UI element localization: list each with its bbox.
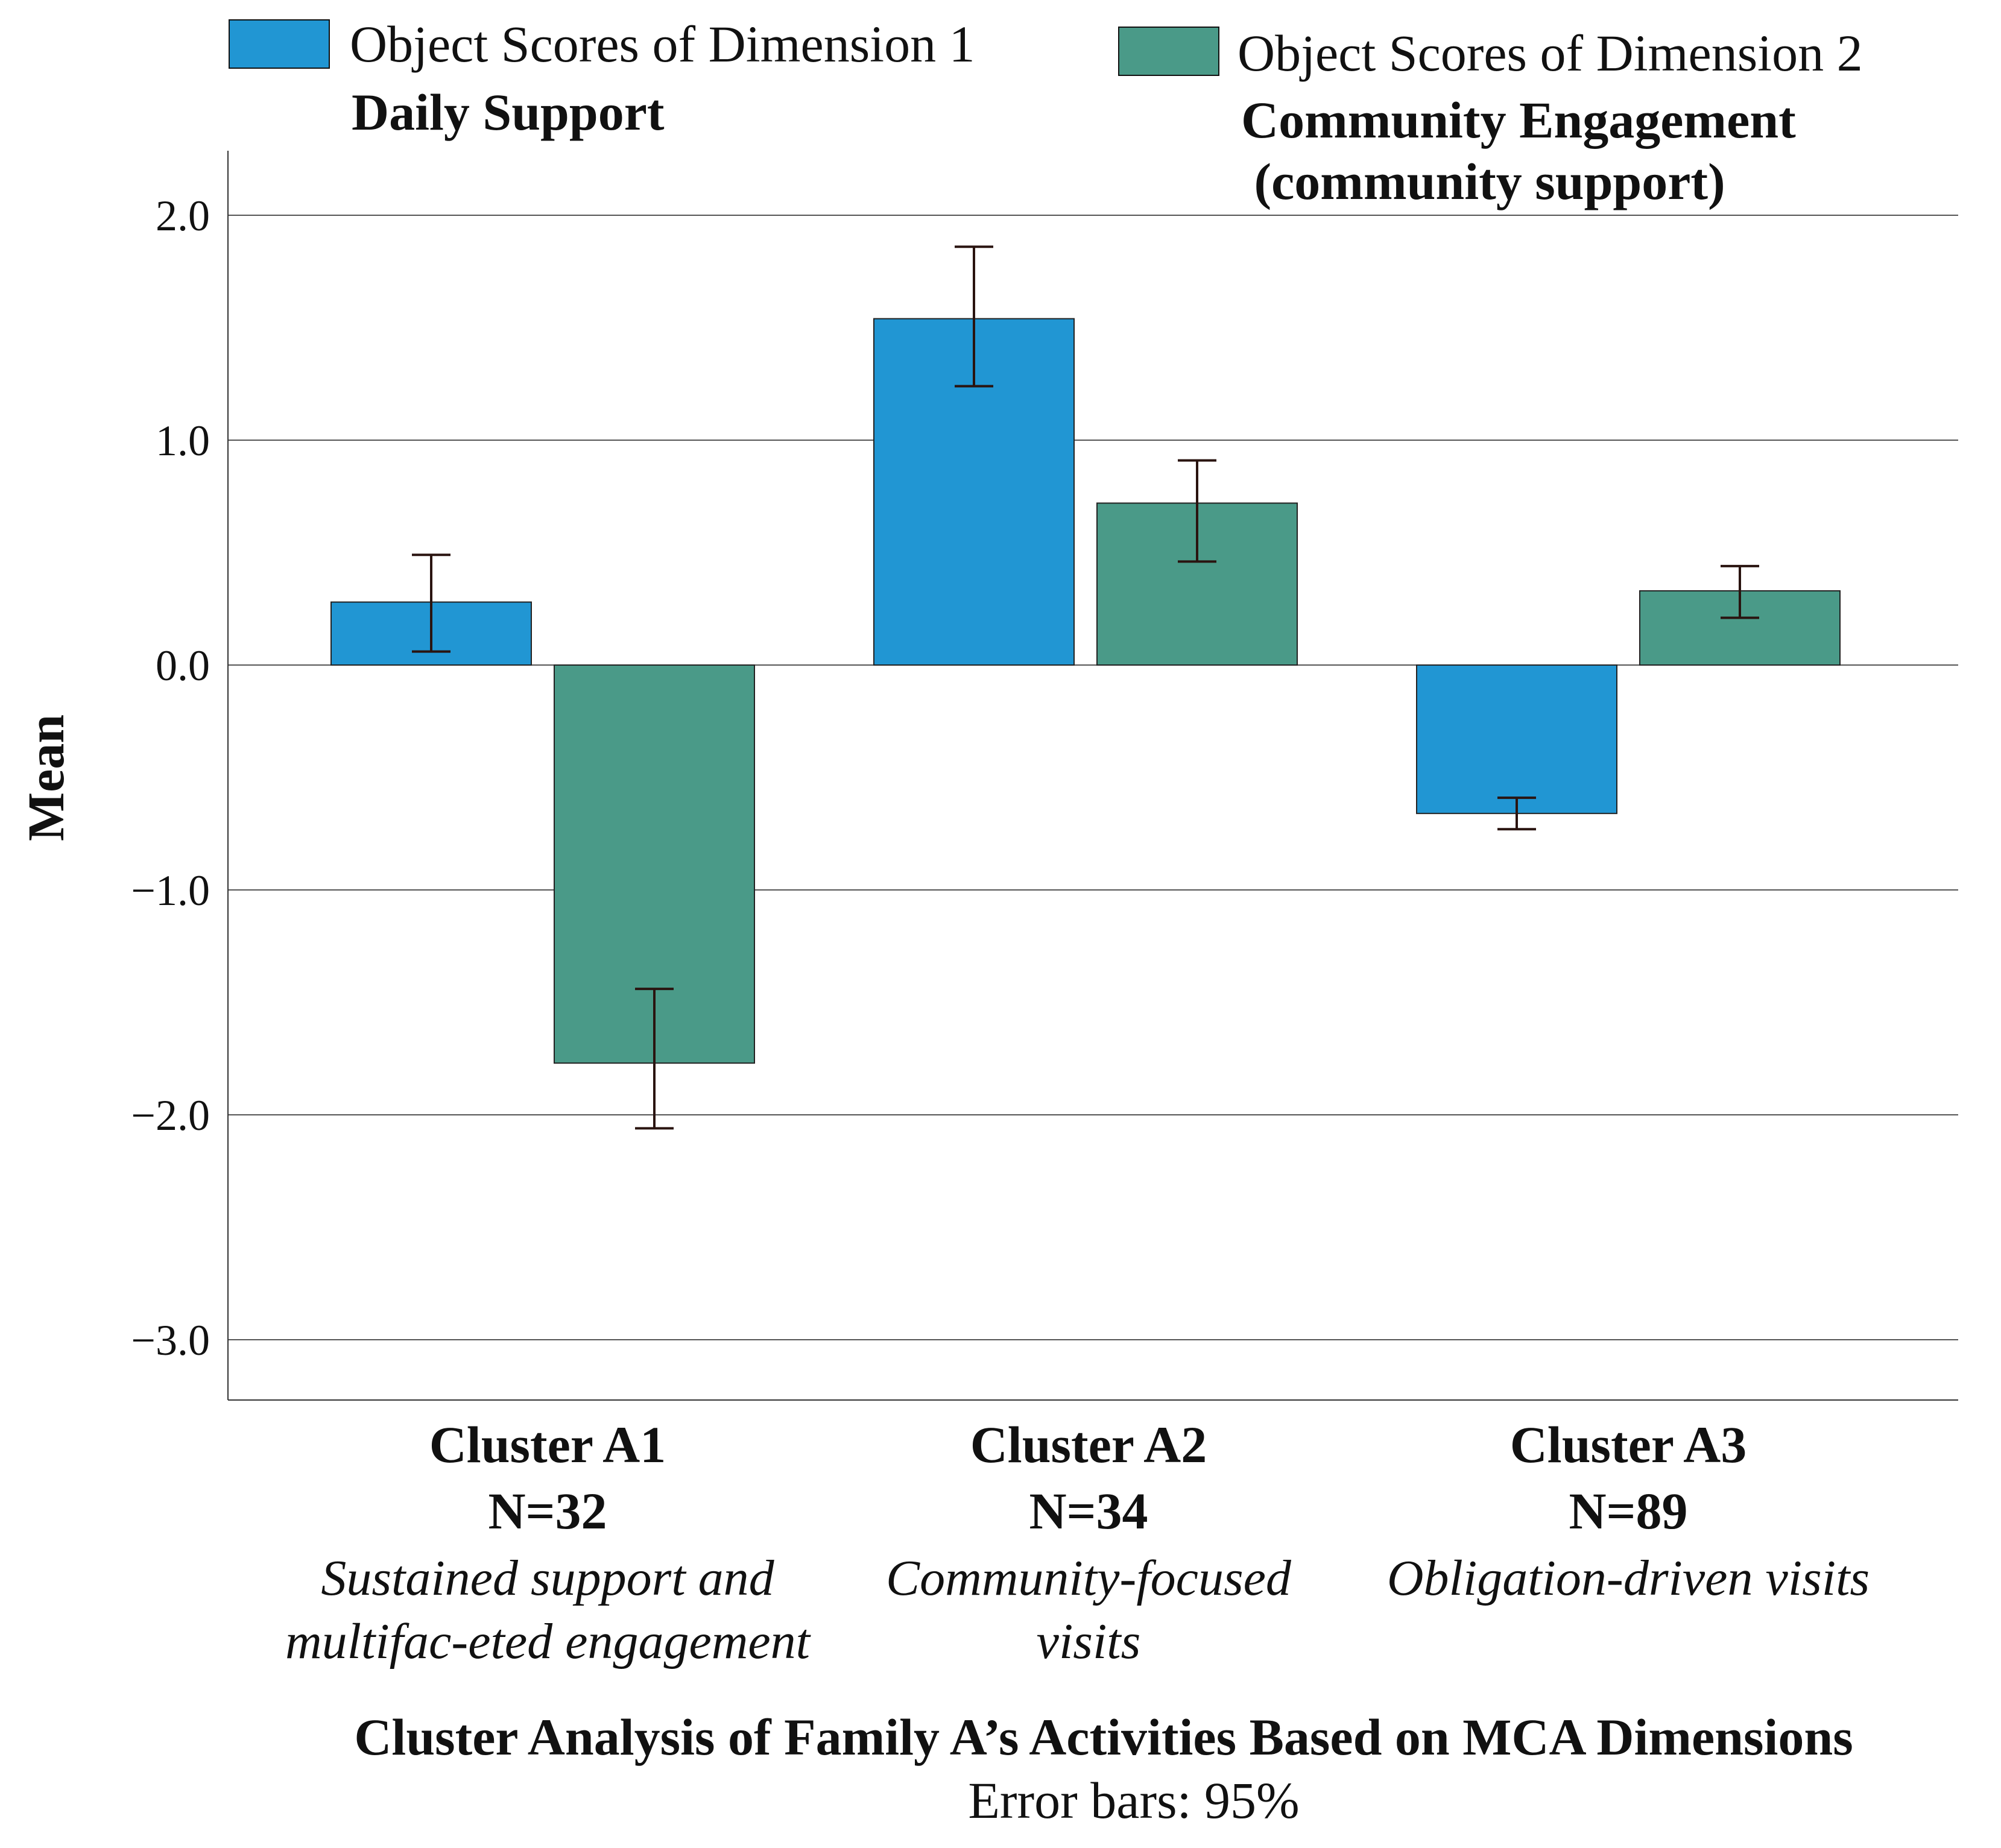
error-bar-cluster-a3-dim2 [1721,564,1759,619]
chart-subtitle: Error bars: 95% [968,1771,1299,1829]
category-description: Community-focused [886,1550,1292,1606]
legend-sublabel-dimension-1: Daily Support [352,83,665,141]
error-bars [412,245,1759,1130]
x-axis-categories: Cluster A1 N=32 Sustained support and multi… [285,1416,1870,1670]
category-description: visits [1037,1613,1141,1670]
error-bar-cluster-a1-dim1 [412,553,450,653]
plot-area: 2.0 1.0 0.0 −1.0 −2.0 −3.0 [131,151,1958,1401]
bar-cluster-a2-dim2 [1096,502,1298,666]
y-tick-label: −1.0 [131,866,210,915]
y-tick-label: 0.0 [156,642,210,690]
error-bar-cluster-a2-dim1 [955,245,993,388]
legend-label-dimension-2: Object Scores of Dimension 2 [1238,24,1863,82]
category-name: Cluster A3 [1510,1416,1747,1474]
error-bar-cluster-a1-dim2 [635,988,674,1130]
category-description: Obligation-driven visits [1387,1550,1870,1606]
legend-item-dimension-2: Object Scores of Dimension 2 Community E… [1118,24,1863,210]
error-bar-cluster-a3-dim1 [1497,796,1536,831]
bars [330,318,1841,1064]
y-tick-label: −2.0 [131,1091,210,1140]
y-tick-label: 2.0 [156,192,210,240]
category-name: Cluster A1 [429,1416,666,1474]
legend-sublabel-dimension-2-line1: Community Engagement [1241,91,1796,149]
legend-label-dimension-1: Object Scores of Dimension 1 [350,15,975,73]
error-bar-cluster-a2-dim2 [1178,459,1216,563]
category-count: N=89 [1569,1482,1687,1540]
legend-swatch-dimension-2 [1118,27,1219,76]
category-description: Sustained support and [321,1550,774,1606]
legend-sublabel-dimension-2-line2: (community support) [1241,153,1725,210]
chart-title: Cluster Analysis of Family A’s Activitie… [354,1708,1853,1766]
legend: Object Scores of Dimension 1 Daily Suppo… [229,15,1863,210]
y-tick-label: −3.0 [131,1316,210,1364]
y-axis-ticks: 2.0 1.0 0.0 −1.0 −2.0 −3.0 [131,192,210,1364]
gridlines [228,215,1958,1340]
category-count: N=32 [488,1482,607,1540]
bar-cluster-a3-dim1 [1416,664,1617,815]
y-axis-label: Mean [17,714,75,841]
category-description: multifac-eted engagement [285,1613,812,1670]
legend-swatch-dimension-1 [229,19,330,69]
legend-item-dimension-1: Object Scores of Dimension 1 Daily Suppo… [229,15,975,141]
category-count: N=34 [1029,1482,1148,1540]
category-name: Cluster A2 [970,1416,1207,1474]
y-tick-label: 1.0 [156,417,210,465]
